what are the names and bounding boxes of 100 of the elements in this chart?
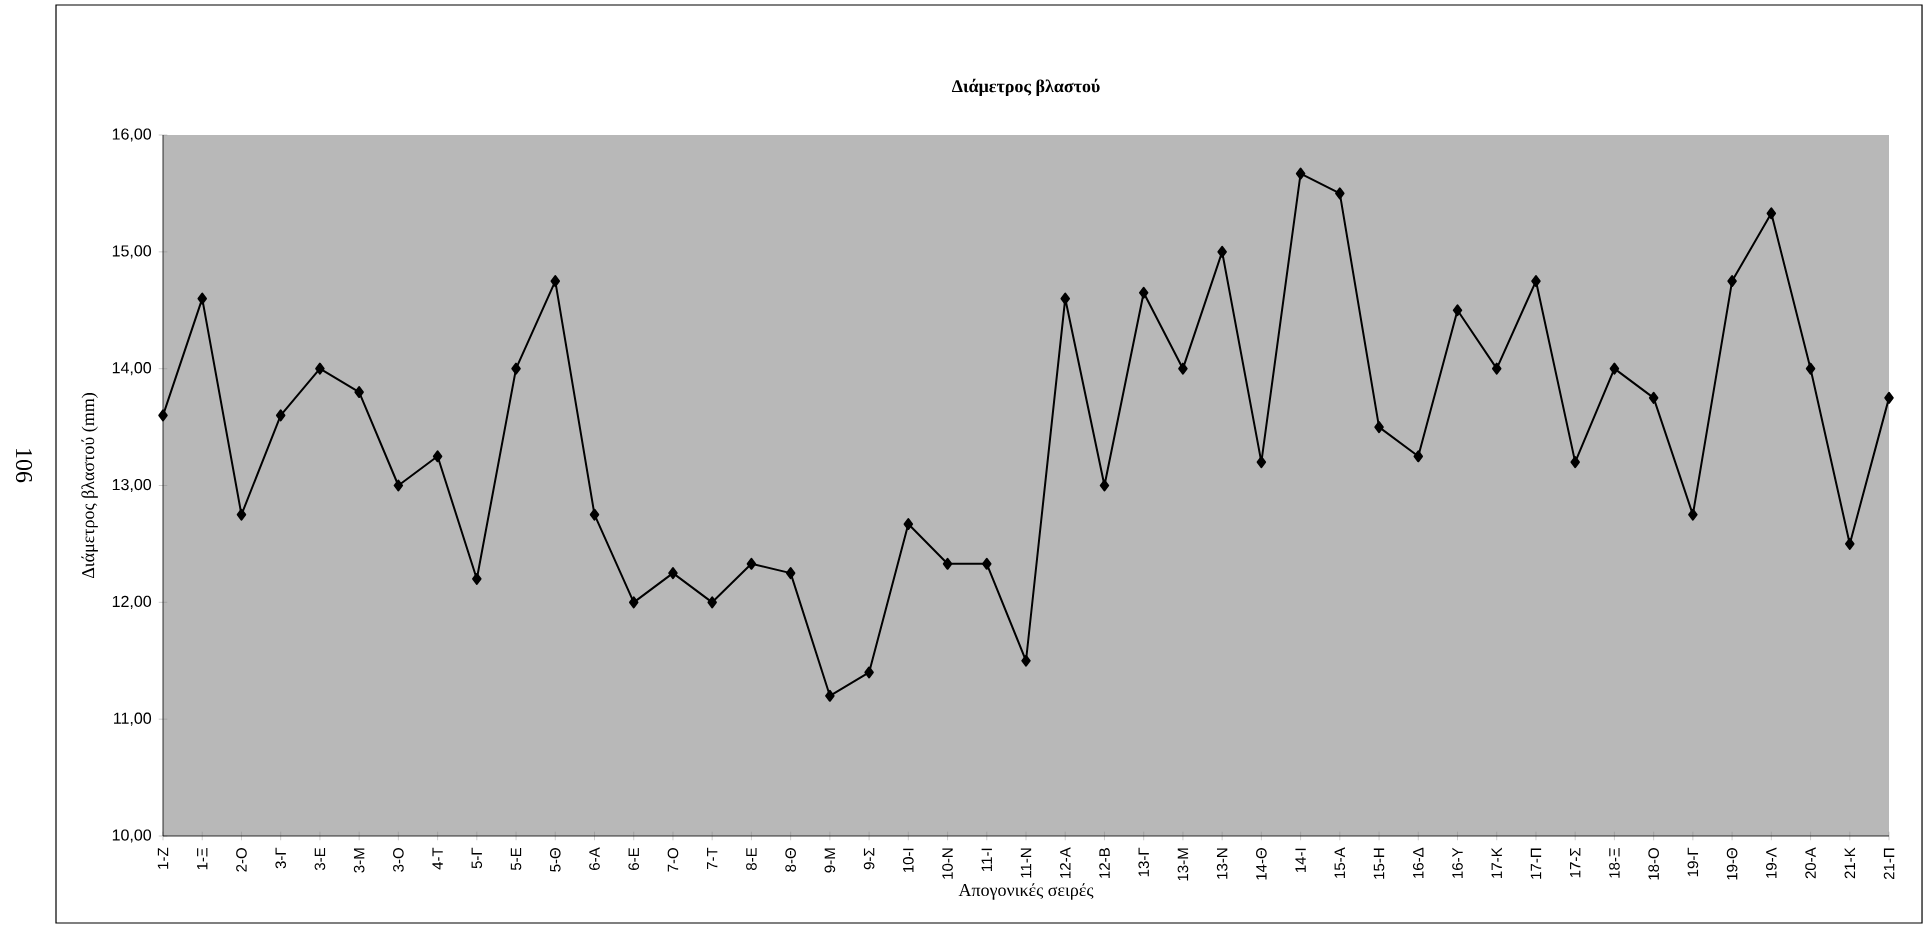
x-tick-label: 18-Ξ (1609, 847, 1620, 878)
point (1452, 304, 1463, 317)
y-tick-label: 13,00 (112, 478, 152, 493)
y-tick-label: 12,00 (112, 595, 152, 609)
point (942, 557, 953, 570)
x-tick-label: 8-Ε (746, 847, 757, 871)
point (1805, 362, 1816, 375)
point (628, 596, 639, 609)
point (1060, 292, 1070, 305)
point (1335, 187, 1345, 200)
y-tick-label: 16,00 (112, 128, 152, 142)
text: 106 (15, 449, 33, 483)
y-tick-label: 15,00 (112, 245, 152, 259)
point (1727, 275, 1737, 288)
x-tick-label: 18-Ο (1648, 848, 1659, 880)
x-tick-label: 17-Κ (1491, 847, 1502, 878)
point (864, 666, 874, 679)
point (511, 362, 521, 375)
x-tick-label: 2-Ο (236, 848, 247, 872)
x-tick-label: 5-Ε (510, 847, 522, 871)
point (158, 409, 168, 422)
x-tick-label: 1-Ξ (197, 847, 208, 870)
x-tick-label: 9-Μ (824, 848, 836, 873)
point (1570, 456, 1580, 469)
x-tick-label: 6-Α (589, 847, 600, 870)
y-tick-label: 11,00 (114, 712, 152, 726)
point (1374, 421, 1384, 434)
x-tick-label: 14-Θ (1256, 848, 1267, 880)
x-tick-label: 10-Ι (903, 848, 914, 873)
point (707, 596, 717, 609)
x-tick-label: 13-Ν (1216, 848, 1228, 879)
x-tick-label: 8-Θ (785, 848, 796, 872)
x-tick-label: 17-Σ (1570, 847, 1581, 878)
x-tick-label: 20-Α (1805, 847, 1816, 879)
point (315, 362, 325, 375)
point (1256, 456, 1267, 469)
x-tick-label: 15-Α (1334, 847, 1346, 878)
chart-title: Διάμετρος βλαστού (951, 78, 1100, 96)
x-tick-label: 3-Μ (353, 848, 365, 873)
x-tick-label: 3-Ο (393, 848, 404, 872)
y-axis-title: Διάμετρος βλαστού (mm) (81, 393, 98, 579)
point (982, 557, 992, 570)
x-tick-label: 9-Σ (863, 847, 875, 870)
x-tick-label: 21-Κ (1844, 847, 1856, 879)
point (393, 479, 404, 492)
point (1295, 167, 1306, 180)
y-tick-label: 10,00 (112, 829, 152, 843)
point (903, 518, 914, 531)
x-tick-label: 15-Η (1373, 848, 1385, 879)
point (1178, 362, 1188, 375)
x-tick-label: 19-Θ (1726, 848, 1738, 880)
x-tick-label: 3-Γ (275, 847, 287, 869)
point (1766, 207, 1777, 220)
x-tick-label: 4-Τ (432, 847, 443, 870)
x-tick-label: 3-Ε (314, 847, 326, 871)
point (1609, 362, 1620, 375)
point (1531, 275, 1541, 288)
point (354, 386, 364, 399)
x-tick-label: 13-Γ (1138, 847, 1150, 877)
point (589, 508, 600, 521)
x-tick-label: 14-Ι (1295, 848, 1306, 873)
point (432, 450, 443, 463)
x-tick-label: 13-Μ (1177, 848, 1189, 881)
x-tick-label: 12-Α (1059, 847, 1071, 878)
x-axis-title: Απογονικές σειρές (958, 883, 1094, 900)
point (825, 689, 835, 702)
point (275, 409, 286, 422)
x-tick-label: 12-Β (1099, 848, 1110, 878)
point (785, 567, 796, 580)
point (668, 567, 678, 580)
point (236, 508, 247, 521)
x-tick-label: 7-Τ (707, 847, 718, 870)
point (197, 292, 207, 305)
point (550, 275, 561, 288)
x-tick-label: 5-Θ (549, 848, 561, 872)
point (1491, 362, 1502, 375)
x-tick-label: 11-Ν (1020, 848, 1032, 878)
point (746, 557, 757, 570)
y-tick-label: 14,00 (112, 362, 152, 376)
x-tick-label: 21-Π (1883, 848, 1895, 880)
point (1021, 654, 1031, 667)
x-tick-label: 7-Ο (667, 848, 679, 872)
x-tick-label: 16-Δ (1412, 847, 1424, 878)
x-tick-label: 17-Π (1530, 848, 1542, 879)
point (1099, 479, 1110, 492)
point (1413, 450, 1424, 463)
point (1884, 391, 1894, 404)
point (1138, 286, 1149, 299)
point (1648, 391, 1659, 404)
point (472, 572, 482, 585)
point (1845, 537, 1855, 550)
point (1688, 508, 1698, 521)
x-tick-label: 19-Γ (1687, 847, 1699, 877)
x-tick-label: 10-Ν (942, 848, 953, 879)
x-tick-label: 5-Γ (471, 847, 483, 869)
x-tick-label: 1-Ζ (157, 847, 169, 869)
x-tick-label: 19-Λ (1766, 847, 1777, 878)
x-tick-label: 6-Ε (628, 847, 640, 870)
x-tick-label: 16-Υ (1452, 847, 1463, 878)
x-tick-label: 11-Ι (981, 848, 992, 871)
